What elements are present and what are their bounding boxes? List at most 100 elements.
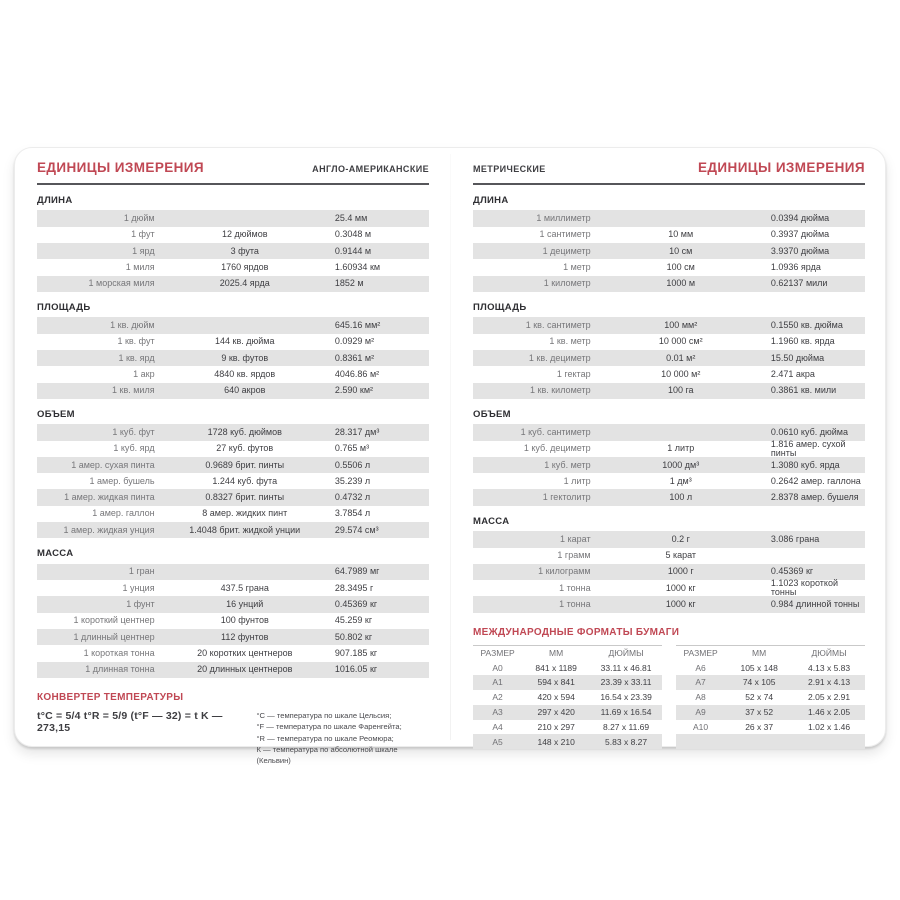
table-cell: 10 см [669,245,693,256]
temperature-note: °C — температура по шкале Цельсия; [256,710,392,720]
area-table: 1 кв. сантиметр 100 мм² 0.1550 кв. дюйма 1 … [473,317,865,399]
table-cell: 52 x 74 [745,692,774,703]
section-length: ДЛИНА 1 дюйм 25.4 мм 1 фут 12 дюймов 0.3048 … [37,195,429,292]
table-cell: A5 [492,736,503,747]
table-cell: 1 кв. сантиметр [525,320,591,330]
table-row: A9 37 x 52 1.46 x 2.05 [676,704,865,720]
paper-header-size: РАЗМЕР [480,647,515,658]
table-row: 1 дюйм 25.4 мм [37,210,429,227]
table-row: 1 грамм 5 карат [473,548,865,564]
table-cell: 1 куб. метр [544,459,591,470]
table-cell: 0.01 м² [666,352,696,363]
table-cell: 1016.05 кг [334,664,378,675]
table-cell: 1 дециметр [542,245,591,256]
table-row: A1 594 x 841 23.39 x 33.11 [473,675,662,691]
table-cell: 1 гектолитр [542,492,591,503]
table-cell: 144 кв. дюйма [215,336,275,347]
table-cell: 100 мм² [664,320,698,330]
table-cell: 2.91 x 4.13 [808,677,851,688]
table-row: 1 унция 437.5 грана 28.3495 г [37,580,429,596]
paper-table-a6-a10: РАЗМЕР ММ ДЮЙМЫ A6 105 x 148 4.13 x 5.83 A7… [676,644,865,750]
table-row: 1 куб. сантиметр 0.0610 куб. дюйма [473,424,865,441]
table-cell: 64.7989 мг [334,566,380,577]
table-cell: 1 кв. ярд [118,352,155,363]
section-title: ДЛИНА [473,195,509,206]
table-cell: 1.244 куб. фута [212,475,278,486]
table-cell: A7 [695,677,706,688]
table-cell: 1 куб. ярд [113,443,155,454]
table-cell: 1 кв. километр [530,385,591,396]
table-cell: 10 000 м² [661,368,701,379]
table-cell: 1 короткая тонна [83,647,155,658]
table-cell: 25.4 мм [334,213,368,224]
table-cell: 0.1550 кв. дюйма [770,320,843,330]
section-title: ОБЪЕМ [37,408,75,420]
table-row: 1 кв. дециметр 0.01 м² 15.50 дюйма [473,349,865,367]
table-row: 1 тонна 1000 кг 1.1023 короткой тонны [473,579,865,597]
temperature-converter-title: КОНВЕРТЕР ТЕМПЕРАТУРЫ [37,691,184,703]
table-row: A8 52 x 74 2.05 x 2.91 [676,690,865,705]
table-cell: 11.69 x 16.54 [600,707,652,718]
table-cell: 907.185 кг [334,647,378,658]
paper-header-inches: ДЮЙМЫ [608,647,644,658]
table-cell: 1 миля [125,261,155,272]
right-page: МЕТРИЧЕСКИЕ ЕДИНИЦЫ ИЗМЕРЕНИЯ ДЛИНА 1 ми… [473,156,865,750]
table-row: 1 амер. жидкая пинта 0.8327 брит. пинты 0.… [37,489,429,506]
table-cell: 645.16 мм² [334,320,381,330]
table-row: 1 кв. километр 100 га 0.3861 кв. мили [473,382,865,399]
table-row: 1 короткая тонна 20 коротких центнеров 907… [37,645,429,661]
section-mass: МАССА 1 гран 64.7989 мг 1 унция 437.5 грана… [37,548,429,678]
notebook-spread: ЕДИНИЦЫ ИЗМЕРЕНИЯ АНГЛО-АМЕРИКАНСКИЕ ДЛИ… [14,147,886,765]
table-cell: 0.8327 брит. пинты [205,492,285,503]
table-cell: 1 гектар [556,368,591,379]
page-subtitle: АНГЛО-АМЕРИКАНСКИЕ [312,164,429,174]
table-cell: 3 фута [230,245,259,256]
table-cell: 4046.86 м² [334,368,380,379]
table-row: 1 куб. метр 1000 дм³ 1.3080 куб. ярда [473,456,865,474]
table-cell: 1 дюйм [123,213,155,224]
table-cell: 2.8378 амер. бушеля [770,492,859,503]
table-row: A5 148 x 210 5.83 x 8.27 [473,734,662,750]
table-cell: 1852 м [334,278,364,289]
paper-header-size: РАЗМЕР [683,647,718,658]
table-cell: 1 амер. сухая пинта [71,459,155,470]
table-cell: A10 [693,721,709,732]
temperature-notes: °C — температура по шкале Цельсия; °F — … [257,710,429,767]
section-title: ОБЪЕМ [473,408,511,420]
table-cell: 1 кв. дюйм [110,320,155,330]
table-cell: 0.3861 кв. мили [770,385,837,396]
section-volume: ОБЪЕМ 1 куб. фут 1728 куб. дюймов 28.317 д… [37,408,429,539]
paper-tables: РАЗМЕР ММ ДЮЙМЫ A0 841 x 1189 33.11 x 46.8… [473,644,865,750]
table-cell: 12 дюймов [221,229,268,240]
table-cell: 3.9370 дюйма [770,245,830,256]
table-row: 1 фут 12 дюймов 0.3048 м [37,227,429,243]
section-title: ПЛОЩАДЬ [473,301,527,313]
table-row: 1 дециметр 10 см 3.9370 дюйма [473,243,865,260]
table-cell: A4 [492,721,503,732]
table-cell: 297 x 420 [537,707,575,718]
table-cell: 1 литр [563,475,591,486]
left-page-header: ЕДИНИЦЫ ИЗМЕРЕНИЯ АНГЛО-АМЕРИКАНСКИЕ [37,156,429,185]
paper-header-inches: ДЮЙМЫ [811,647,847,658]
table-row: 1 фунт 16 унций 0.45369 кг [37,596,429,613]
paper-table-header: РАЗМЕР ММ ДЮЙМЫ [473,644,662,661]
paper-formats-title: МЕЖДУНАРОДНЫЕ ФОРМАТЫ БУМАГИ [473,626,680,638]
table-cell: 74 x 105 [742,677,776,688]
table-cell: 1000 кг [665,582,696,593]
table-cell: 37 x 52 [745,707,774,718]
right-page-header: МЕТРИЧЕСКИЕ ЕДИНИЦЫ ИЗМЕРЕНИЯ [473,156,865,185]
table-row: 1 морская миля 2025.4 ярда 1852 м [37,275,429,292]
length-table: 1 миллиметр 0.0394 дюйма 1 сантиметр 10 мм 0… [473,210,865,292]
paper-formats: МЕЖДУНАРОДНЫЕ ФОРМАТЫ БУМАГИ РАЗМЕР ММ Д… [473,627,865,750]
temperature-converter: КОНВЕРТЕР ТЕМПЕРАТУРЫ t°C = 5/4 t°R = 5/… [37,692,429,767]
table-cell: 1 сантиметр [539,229,591,240]
table-row: 1 ярд 3 фута 0.9144 м [37,243,429,260]
volume-table: 1 куб. сантиметр 0.0610 куб. дюйма 1 куб. … [473,424,865,506]
area-table: 1 кв. дюйм 645.16 мм² 1 кв. фут 144 кв. дюй… [37,317,429,399]
length-table: 1 дюйм 25.4 мм 1 фут 12 дюймов 0.3048 м 1 ярд… [37,210,429,292]
table-cell: 2025.4 ярда [219,278,270,289]
left-page: ЕДИНИЦЫ ИЗМЕРЕНИЯ АНГЛО-АМЕРИКАНСКИЕ ДЛИ… [37,156,429,765]
table-cell: 4840 кв. ярдов [214,368,276,379]
section-mass: МАССА 1 карат 0.2 г 3.086 грана 1 грамм 5 ка… [473,516,865,613]
table-cell: 1.4048 брит. жидкой унции [189,524,301,535]
